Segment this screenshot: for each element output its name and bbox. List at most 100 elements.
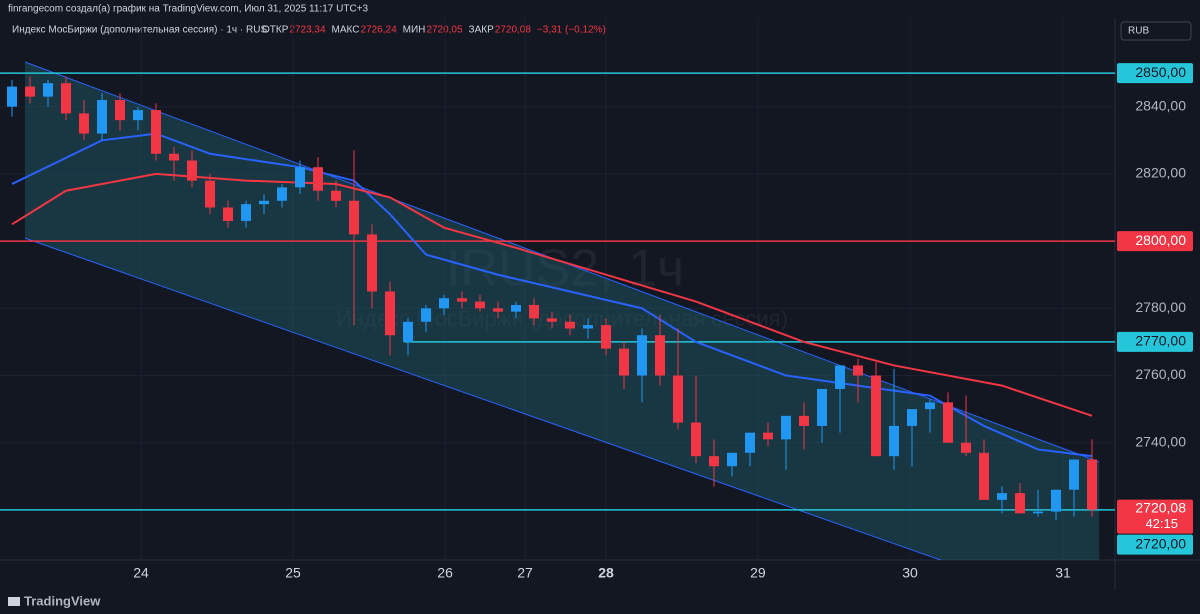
- logo: [8, 597, 20, 606]
- candle-body: [475, 301, 485, 309]
- candle-body: [241, 204, 251, 221]
- candle-body: [1087, 459, 1097, 510]
- candle-body: [115, 99, 125, 121]
- channel-lower: [24, 237, 943, 560]
- symbol: Индекс МосБиржи (дополнительная сессия) …: [12, 25, 267, 36]
- candle-body: [997, 493, 1007, 500]
- candle-body: [583, 325, 593, 329]
- x-tick-label: 28: [598, 565, 614, 581]
- candle-body: [457, 298, 467, 302]
- y-tick-label: 2760,00: [1135, 366, 1186, 382]
- level-label-box: [1117, 231, 1193, 252]
- candle-body: [565, 321, 575, 329]
- candle-body: [43, 83, 53, 97]
- candle-body: [385, 291, 395, 336]
- candle-body: [979, 452, 989, 500]
- y-tick-label: 2740,00: [1135, 433, 1186, 449]
- credit: finrangecom создал(а) график на TradingV…: [8, 3, 369, 15]
- candle-body: [421, 308, 431, 322]
- candle-body: [817, 388, 827, 426]
- candle-body: [655, 335, 665, 376]
- legend-name: ЗАКР: [469, 25, 495, 36]
- candle-body: [835, 365, 845, 389]
- legend-value: 2720,08: [495, 25, 532, 36]
- level-label: 2800,00: [1135, 232, 1186, 248]
- legend-name: МИН: [403, 25, 426, 36]
- legend-value: 2723,34: [289, 25, 326, 36]
- candle-body: [961, 442, 971, 453]
- level-label: 2770,00: [1135, 333, 1186, 349]
- candle-body: [223, 207, 233, 221]
- x-tick-label: 30: [902, 565, 918, 581]
- y-tick-label: 2840,00: [1135, 97, 1186, 113]
- level-label-box: [1117, 63, 1193, 84]
- candle-body: [493, 308, 503, 312]
- candle-body: [439, 298, 449, 309]
- candle-body: [277, 187, 287, 201]
- candle-body: [943, 402, 953, 443]
- candle-body: [547, 318, 557, 322]
- candle-body: [619, 348, 629, 376]
- candle-body: [781, 415, 791, 440]
- candle-body: [511, 304, 521, 312]
- x-tick-label: 27: [517, 565, 533, 581]
- candle-body: [169, 153, 179, 161]
- candle-body: [673, 375, 683, 423]
- candle-body: [727, 452, 737, 467]
- candle-body: [529, 304, 539, 319]
- x-tick-label: 25: [285, 565, 301, 581]
- candle-body: [709, 456, 719, 467]
- candle-body: [25, 86, 35, 97]
- moving-average: [11, 172, 1093, 417]
- x-tick-label: 31: [1055, 565, 1071, 581]
- candle-body: [151, 110, 161, 154]
- x-tick-label: 26: [437, 565, 453, 581]
- candle-body: [403, 321, 413, 342]
- candle-body: [907, 409, 917, 426]
- currency-box: [1120, 21, 1192, 41]
- candle-body: [97, 99, 107, 134]
- legend-name: ОТКР: [262, 25, 289, 36]
- candle-body: [61, 83, 71, 114]
- candle-body: [745, 432, 755, 453]
- candle-body: [7, 86, 17, 107]
- candle-body: [925, 402, 935, 410]
- candle-body: [367, 234, 377, 292]
- candle-body: [763, 432, 773, 440]
- candle-body: [295, 167, 305, 188]
- level-label-box: [1117, 331, 1193, 352]
- candle-body: [79, 113, 89, 134]
- candle-body: [349, 200, 359, 235]
- candle-body: [1051, 489, 1061, 512]
- y-tick-label: 2780,00: [1135, 299, 1186, 315]
- candle-body: [601, 325, 611, 349]
- candle-body: [691, 422, 701, 457]
- candle-body: [259, 200, 269, 205]
- candle-body: [1033, 511, 1043, 514]
- level-label-box: [1117, 534, 1193, 555]
- ohlc-legend: ОТКР 2723,34 МАКС 2726,24 МИН 2720,05 ЗАКР 2720…: [262, 25, 606, 36]
- level-label: 2850,00: [1135, 64, 1186, 80]
- candle-body: [331, 190, 341, 201]
- legend-name: МАКС: [332, 25, 360, 36]
- y-tick-label: 2820,00: [1135, 165, 1186, 181]
- legend-value: 2726,24: [360, 25, 397, 36]
- candle-body: [205, 180, 215, 208]
- last-price-box: [1117, 499, 1193, 534]
- x-tick-label: 29: [750, 565, 766, 581]
- channel-fill: [24, 62, 1100, 560]
- candle-body: [889, 425, 899, 457]
- candle-body: [1069, 459, 1079, 490]
- currency: RUB: [1128, 26, 1149, 37]
- candle-body: [187, 160, 197, 181]
- candle-body: [637, 335, 647, 376]
- level-label: 2720,00: [1135, 535, 1186, 551]
- plot-area: IRUS2, 1ч Индекс МосБиржи (дополнительная…: [0, 18, 1115, 560]
- footer: [0, 590, 1200, 614]
- candle-body: [799, 415, 809, 426]
- moving-average: [11, 132, 1093, 458]
- candle-body: [133, 110, 143, 121]
- x-tick-label: 24: [133, 565, 149, 581]
